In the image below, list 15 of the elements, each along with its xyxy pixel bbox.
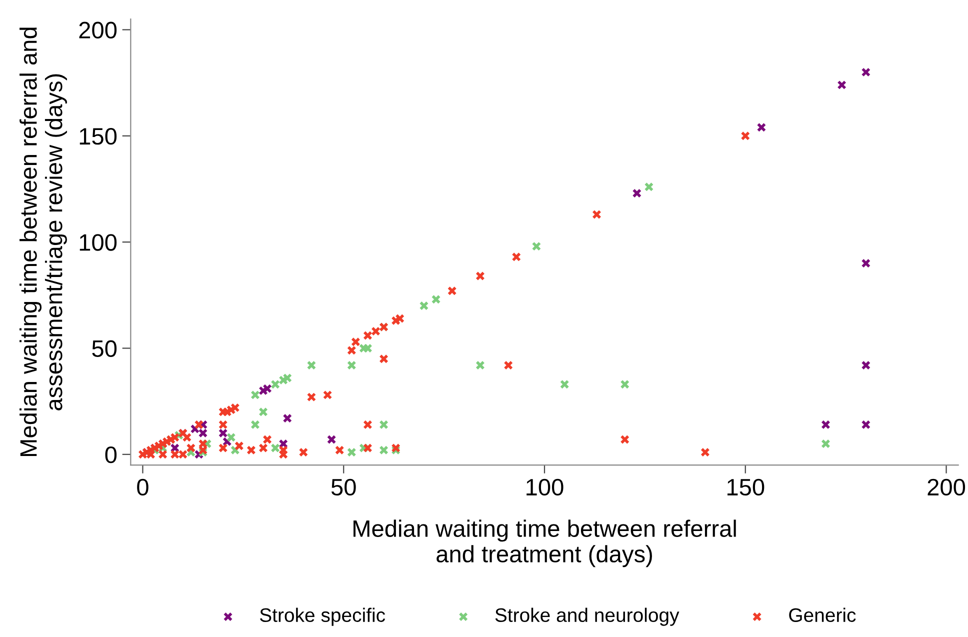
x-tick-label: 0 [137, 478, 148, 496]
y-tick-label: 50 [92, 340, 117, 358]
y-tick-label: 100 [80, 234, 117, 251]
x-tick-label: 50 [331, 478, 356, 496]
x-axis-title: Median waiting time between referral and treatment (days) [354, 520, 736, 568]
legend-label: Stroke and neurology [495, 608, 680, 626]
y-axis-title: Median waiting time between referral and assessment/triage review (days) [20, 28, 67, 456]
x-tick-label: 100 [526, 478, 564, 496]
y-tick-label: 150 [80, 128, 117, 145]
y-tick-label: 0 [105, 446, 117, 464]
x-tick-label: 150 [727, 478, 764, 496]
legend-label: Generic [789, 608, 856, 622]
y-tick-label: 200 [79, 22, 117, 39]
legend-label: Stroke specific [260, 608, 386, 626]
x-tick-label: 200 [928, 478, 966, 496]
